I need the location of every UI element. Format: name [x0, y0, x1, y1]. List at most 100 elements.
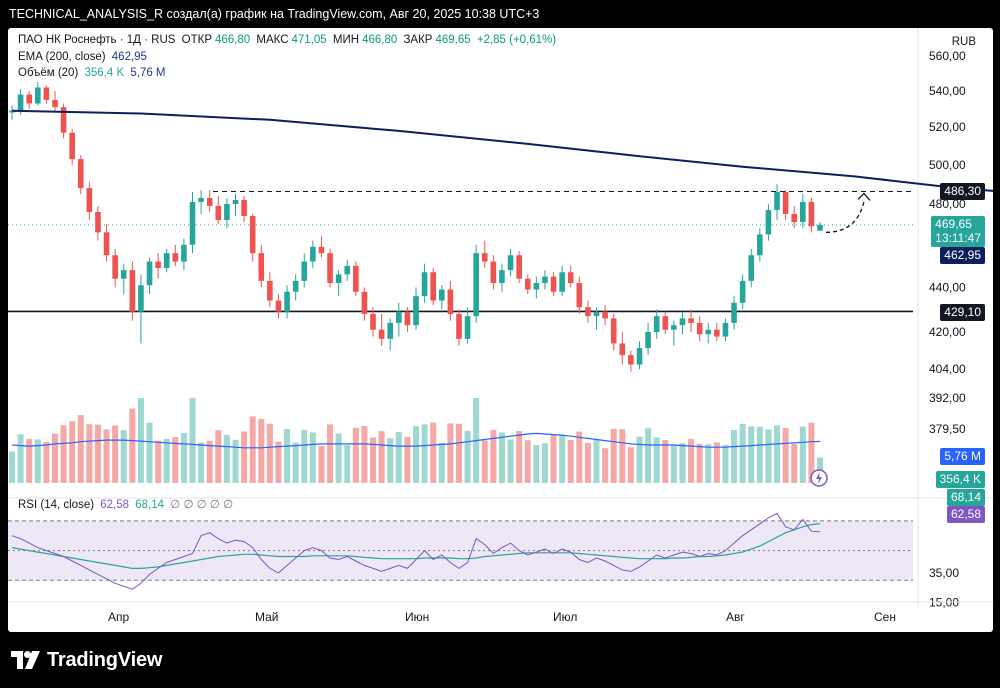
rsi-price-label: 62,58 [946, 506, 985, 523]
low-value: 466,80 [362, 34, 398, 46]
volume-bar [301, 429, 308, 483]
candle-body [593, 311, 600, 317]
volume-bar [662, 440, 669, 483]
candle-body [817, 224, 823, 231]
candle-body [86, 188, 93, 212]
time-tick-label: Авг [726, 610, 745, 624]
candle-body [344, 265, 351, 275]
ema-legend[interactable]: EMA (200, close) 462,95 [18, 51, 150, 63]
candle-body [26, 94, 32, 104]
currency-label[interactable]: RUB [948, 35, 979, 49]
volume-bar [507, 439, 514, 483]
volume-bar [34, 439, 41, 483]
candle-body [241, 199, 247, 217]
volume-bar [645, 428, 652, 483]
candle-countdown: 13:11:47 [935, 231, 981, 245]
volume-bar [249, 416, 256, 483]
candle-body [499, 270, 505, 284]
volume-legend[interactable]: Объём (20) 356,4 K 5,76 M [18, 67, 169, 79]
tradingview-logo-icon [11, 651, 40, 669]
volume-bar [696, 443, 703, 483]
lightning-icon [810, 469, 828, 487]
open-value: 466,80 [215, 34, 251, 46]
chart-caption: TECHNICAL_ANALYSIS_R создал(а) график на… [0, 0, 1000, 28]
candle-body [481, 253, 488, 262]
rsi-legend[interactable]: RSI (14, close) 62,58 68,14 ∅ ∅ ∅ ∅ ∅ [18, 497, 236, 511]
volume-bar [26, 439, 33, 483]
candle-body [301, 261, 308, 281]
volume-bar [627, 447, 634, 483]
change-value: +2,85 (+0,61%) [476, 34, 557, 46]
volume-bar [610, 428, 617, 483]
volume-bar [713, 442, 720, 483]
rsi-tick-label: 35,00 [929, 566, 959, 580]
candle-body [628, 355, 634, 365]
candle-body [576, 283, 583, 308]
candle-body [52, 99, 58, 108]
low-label: МИН [332, 34, 360, 46]
volume-bar [559, 435, 566, 483]
volume-bar [808, 422, 815, 483]
support-price-label: 429,10 [940, 304, 985, 321]
candle-body [396, 311, 402, 323]
volume-bar [129, 408, 136, 483]
volume-bar [370, 437, 377, 483]
candle-body [602, 311, 608, 319]
volume-ma-value: 5,76 M [130, 67, 166, 79]
tradingview-logo[interactable]: TradingView [11, 648, 162, 672]
candle-body [318, 246, 325, 254]
volume-bar [576, 431, 583, 483]
volume-bar [765, 429, 772, 483]
candle-body [430, 272, 436, 301]
rsi-ma-price-label: 68,14 [946, 489, 985, 506]
volume-bar [361, 426, 368, 483]
candle-body [34, 87, 41, 104]
candle-body [490, 261, 497, 284]
price-tick-label: 420,00 [929, 325, 966, 339]
candle-body [800, 201, 806, 223]
candle-body [791, 213, 798, 223]
volume-bar [481, 440, 488, 483]
candlestick-chart[interactable]: 560,00 540,00 520,00 500,00 480,00 440,00 420,… [8, 28, 993, 632]
candle-body [653, 316, 660, 332]
candle-body [421, 272, 428, 297]
candle-body [138, 285, 144, 312]
volume-bar [567, 440, 574, 483]
volume-bar [344, 445, 351, 483]
price-tick-label: 379,50 [929, 422, 966, 436]
candle-body [155, 261, 161, 268]
candle-body [370, 313, 376, 330]
candle-body [782, 192, 789, 214]
candle-body [585, 307, 591, 317]
candle-body [533, 283, 540, 290]
volume-bar [464, 430, 471, 483]
candle-body [559, 272, 565, 292]
candle-body [473, 253, 479, 317]
rsi-hidden-values: ∅ ∅ ∅ ∅ ∅ [170, 499, 234, 511]
candle-body [198, 197, 204, 202]
candle-body [335, 274, 342, 284]
volume-bar [103, 429, 110, 483]
volume-bar [17, 434, 24, 483]
candle-body [464, 316, 471, 339]
volume-bar [318, 446, 325, 483]
volume-bar [602, 448, 609, 483]
chart-panel: 560,00 540,00 520,00 500,00 480,00 440,00 420,… [8, 28, 993, 632]
symbol-title[interactable]: ПАО НК Роснефть · 1Д · RUS [18, 34, 176, 46]
candle-body [120, 270, 127, 279]
volume-bar [258, 419, 265, 483]
volume-bar [387, 438, 394, 483]
candle-body [757, 234, 763, 256]
candle-body [215, 205, 222, 221]
volume-bar [309, 432, 316, 483]
volume-label: Объём (20) [18, 67, 79, 79]
candle-body [610, 318, 617, 344]
volume-bar [670, 444, 677, 483]
time-tick-label: Сен [874, 610, 896, 624]
candle-body [567, 272, 574, 284]
candle-body [404, 311, 411, 326]
candle-body [688, 318, 694, 323]
candle-body [387, 322, 394, 339]
volume-bar [455, 423, 462, 483]
footer [0, 632, 1000, 688]
